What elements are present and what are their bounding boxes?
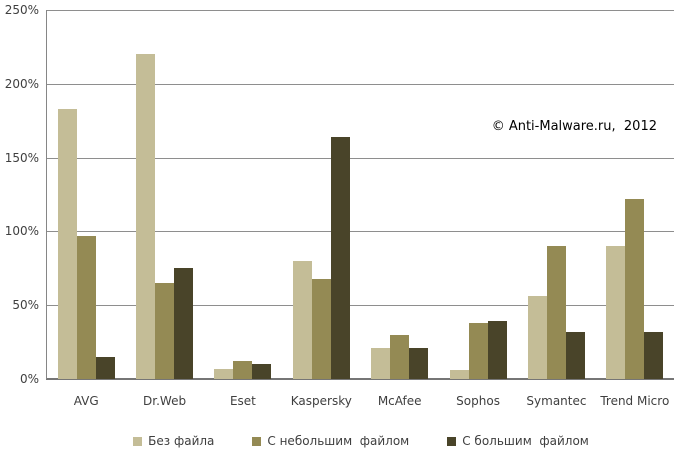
legend-swatch-icon <box>133 436 143 446</box>
y-tick-label-50: 50% <box>12 298 39 313</box>
legend-swatch-icon <box>447 436 457 446</box>
legend-label: Без файла <box>148 434 215 448</box>
x-tick-label-kaspersky: Kaspersky <box>290 394 352 408</box>
gridline-50 <box>46 305 674 307</box>
bar-group-avg <box>47 109 125 379</box>
bar <box>644 332 664 379</box>
plot-area <box>46 10 674 380</box>
bar <box>330 137 350 379</box>
bar <box>546 246 566 379</box>
gridline-100 <box>46 231 674 233</box>
bar-groups <box>47 10 674 379</box>
bar <box>292 261 312 379</box>
bar <box>449 370 469 379</box>
gridline-150 <box>46 157 674 159</box>
y-tick-label-0: 0% <box>19 372 39 386</box>
x-tick-label-mcafee: McAfee <box>377 394 422 408</box>
y-tick-label-250: 250% <box>4 3 39 17</box>
legend-item-2: С большим файлом <box>447 434 589 448</box>
gridline-0 <box>46 378 674 380</box>
bar <box>311 279 331 379</box>
bar <box>606 246 626 379</box>
y-tick-label-100: 100% <box>4 224 39 239</box>
legend-item-1: С небольшим файлом <box>252 434 409 448</box>
x-tick-label-symantec: Symantec <box>526 394 587 408</box>
legend-item-0: Без файла <box>133 434 214 448</box>
gridline-200 <box>46 83 674 85</box>
bar <box>390 335 410 379</box>
bar-group-mcafee <box>361 335 439 379</box>
bar <box>527 296 547 379</box>
bar-group-symantec <box>517 246 595 379</box>
bar <box>565 332 585 379</box>
y-tick-label-200: 200% <box>4 76 39 91</box>
bar <box>371 348 391 379</box>
bar <box>409 348 429 379</box>
legend-swatch-icon <box>252 436 262 446</box>
bar <box>95 357 115 379</box>
bar-group-kaspersky <box>282 137 360 379</box>
x-tick-label-eset: Eset <box>229 394 256 408</box>
copyright-text: © Anti-Malware.ru, 2012 <box>491 119 657 134</box>
bar <box>214 369 234 379</box>
bar <box>625 199 645 379</box>
bar <box>468 323 488 379</box>
y-tick-label-150: 150% <box>4 150 39 165</box>
bar <box>136 54 156 379</box>
x-tick-label-dr-web: Dr.Web <box>143 394 187 408</box>
y-axis-line <box>46 10 47 379</box>
bar <box>155 283 175 379</box>
bar <box>76 236 96 379</box>
bar <box>487 321 507 379</box>
x-tick-label-trend-micro: Trend Micro <box>600 394 670 408</box>
bar-group-sophos <box>439 321 517 379</box>
bar-group-dr-web <box>125 54 203 379</box>
legend-label: С небольшим файлом <box>267 434 410 448</box>
x-tick-label-sophos: Sophos <box>456 394 500 408</box>
bar <box>174 268 194 379</box>
bar-group-trend-micro <box>596 199 674 379</box>
legend: Без файла С небольшим файлом С большим фай… <box>24 434 674 448</box>
bar <box>233 361 253 379</box>
legend-label: С большим файлом <box>462 434 589 448</box>
x-tick-label-avg: AVG <box>73 394 99 408</box>
bar <box>252 364 272 379</box>
x-axis-labels: AVG Dr.Web Eset Kaspersky McAfee Sophos Symant… <box>47 394 674 408</box>
gridline-250 <box>46 10 674 11</box>
bar-group-eset <box>204 361 282 379</box>
bar <box>57 109 77 379</box>
